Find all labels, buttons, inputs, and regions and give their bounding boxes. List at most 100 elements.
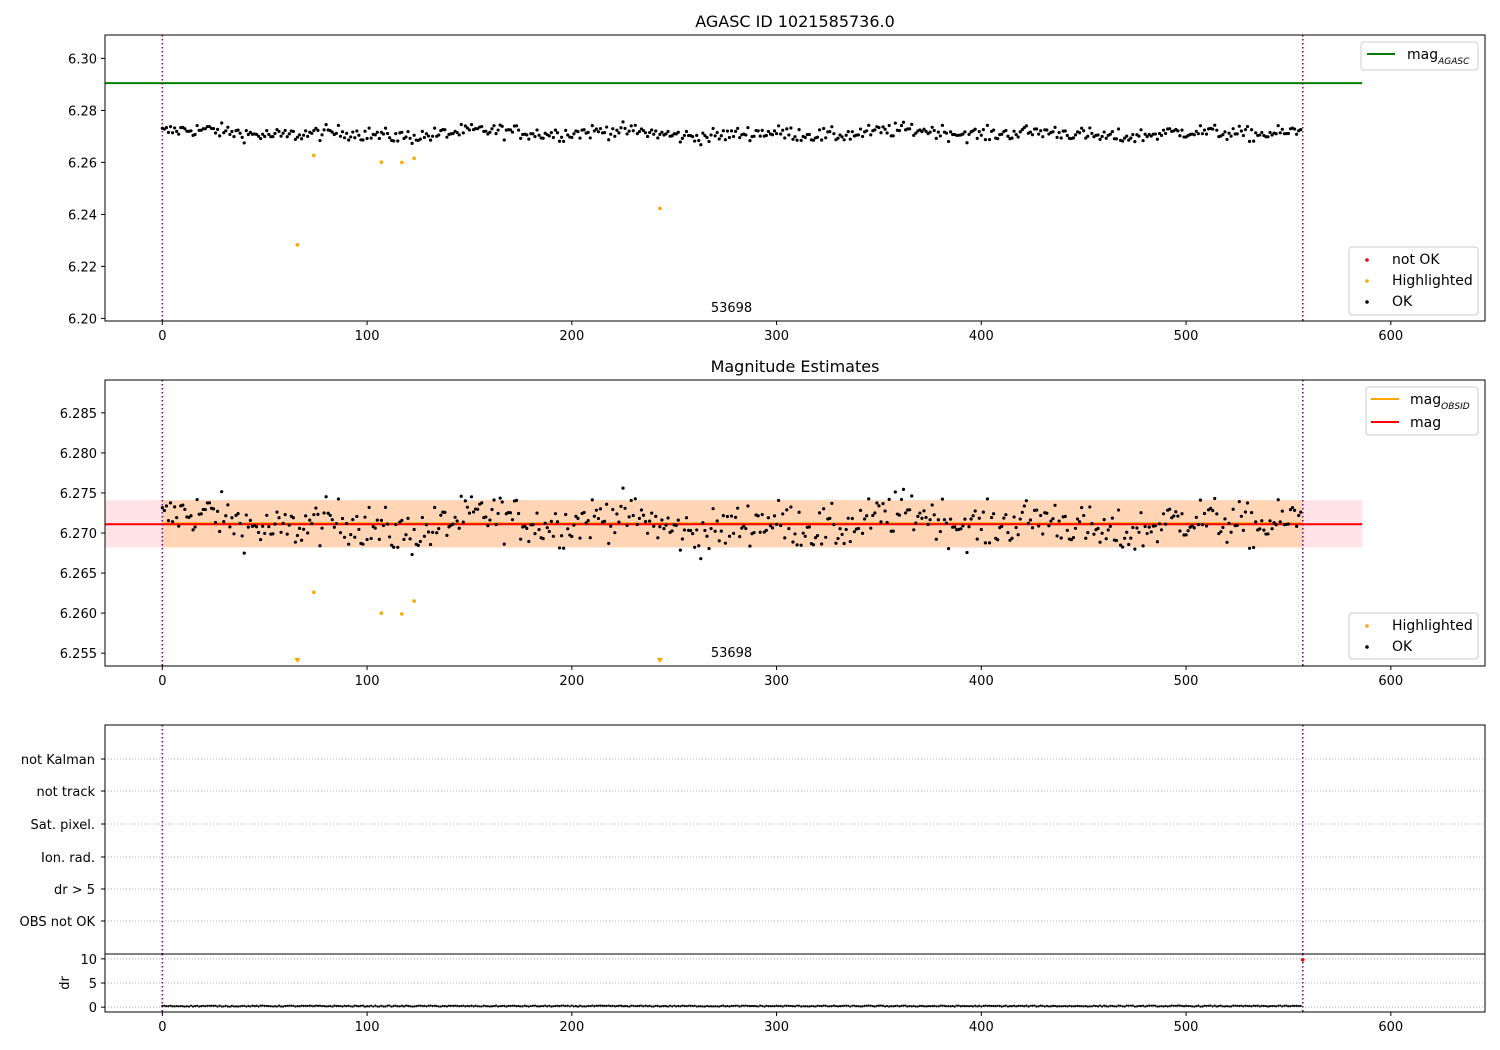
dr-point xyxy=(417,1004,420,1007)
ok-point xyxy=(758,134,762,138)
dr-point xyxy=(974,1004,977,1007)
ok-point xyxy=(803,534,807,538)
ok-point xyxy=(1290,505,1295,510)
dr-point xyxy=(1139,1004,1143,1008)
dr-point xyxy=(1146,1004,1149,1008)
ok-point xyxy=(850,130,854,134)
dr-point xyxy=(241,1004,244,1008)
ok-point xyxy=(572,523,576,527)
ok-point xyxy=(711,126,715,131)
dr-point xyxy=(628,1005,631,1008)
ok-point xyxy=(426,530,431,534)
ok-point xyxy=(670,529,674,533)
ok-point xyxy=(1071,535,1076,540)
ok-point xyxy=(858,508,863,512)
ok-point xyxy=(1192,526,1196,530)
ok-point xyxy=(836,536,840,541)
dr-point xyxy=(1283,1004,1286,1007)
ok-point xyxy=(1073,133,1078,137)
ok-point xyxy=(766,516,770,520)
ok-point xyxy=(314,506,318,510)
dr-point xyxy=(1189,1004,1192,1008)
dr-point xyxy=(406,1004,410,1007)
ok-point xyxy=(1204,524,1209,528)
ok-point xyxy=(899,123,904,128)
dr-point xyxy=(351,1005,354,1008)
ok-point xyxy=(936,130,940,134)
ok-point xyxy=(838,133,842,137)
ok-point xyxy=(953,525,957,529)
dr-point xyxy=(1025,1004,1028,1007)
ok-point xyxy=(408,136,412,140)
ok-point xyxy=(457,133,461,137)
ok-point xyxy=(801,531,805,535)
ok-point xyxy=(729,514,734,518)
dr-point xyxy=(558,1004,561,1008)
ok-point xyxy=(1227,131,1231,135)
ok-point xyxy=(230,516,234,520)
dr-point xyxy=(1240,1004,1243,1007)
dr-point xyxy=(967,1005,971,1008)
ok-point xyxy=(193,525,197,529)
dr-point xyxy=(550,1005,553,1008)
ok-point xyxy=(922,509,926,513)
x-tick-label: 300 xyxy=(764,329,789,344)
ok-point xyxy=(1202,511,1207,516)
dr-point xyxy=(472,1005,475,1008)
ok-point xyxy=(557,546,562,550)
ok-point xyxy=(1114,137,1119,141)
dr-point xyxy=(863,1004,866,1007)
ok-point xyxy=(1194,129,1198,133)
agasc-content xyxy=(105,35,1363,321)
ok-point xyxy=(707,546,711,551)
ok-point xyxy=(836,136,840,140)
ok-point xyxy=(987,137,992,142)
ok-point xyxy=(1297,513,1301,518)
x-tick-label: 100 xyxy=(355,329,380,344)
ok-point xyxy=(637,516,641,521)
ok-point xyxy=(549,519,553,523)
dr-point xyxy=(292,1004,295,1007)
dr-point xyxy=(1176,1004,1179,1007)
dr-point xyxy=(808,1005,811,1008)
ok-point xyxy=(510,518,515,522)
ok-point xyxy=(811,543,816,547)
ok-point xyxy=(1198,124,1203,128)
ok-point xyxy=(314,126,318,130)
ok-point xyxy=(996,538,1000,542)
ok-point xyxy=(1176,129,1180,133)
dr-point xyxy=(679,1005,682,1008)
dr-point xyxy=(845,1004,848,1007)
dr-point xyxy=(179,1004,182,1008)
ok-point xyxy=(1106,528,1110,532)
ok-point xyxy=(697,544,701,548)
ok-point xyxy=(662,527,666,531)
dr-point xyxy=(490,1005,494,1008)
ok-point xyxy=(590,498,594,502)
dr-point xyxy=(990,1004,993,1008)
ok-point xyxy=(1229,530,1233,534)
ok-point xyxy=(1180,512,1184,516)
ok-point xyxy=(549,131,553,135)
dr-point xyxy=(1201,1005,1204,1008)
dr-point xyxy=(378,1005,381,1008)
ok-point xyxy=(287,523,291,527)
dr-point xyxy=(533,1004,537,1007)
ok-point xyxy=(1075,517,1080,521)
ok-point xyxy=(940,123,945,127)
ok-point xyxy=(1190,524,1194,528)
ok-point xyxy=(353,136,357,140)
ok-point xyxy=(1030,526,1035,530)
dr-point xyxy=(200,1005,203,1008)
ok-point xyxy=(218,529,222,534)
dr-point xyxy=(1029,1004,1032,1007)
dr-point xyxy=(1021,1004,1024,1007)
dr-point xyxy=(626,1005,629,1008)
ok-point xyxy=(586,130,590,134)
dr-point xyxy=(267,1005,270,1008)
ok-point xyxy=(901,120,906,124)
dr-point xyxy=(220,1005,223,1008)
ok-point xyxy=(1147,525,1151,529)
dr-point xyxy=(924,1005,928,1008)
dr-point xyxy=(382,1005,385,1008)
